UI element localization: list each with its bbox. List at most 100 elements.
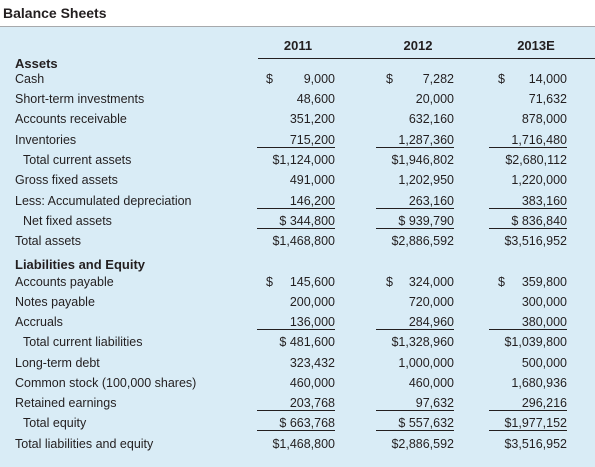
row-value-2012: $ 939,790 [376,214,454,229]
row-value-2011: $ 344,800 [257,214,335,229]
row-value-2013e: 1,680,936 [511,376,567,390]
row-value-2013e: 500,000 [521,356,567,370]
table-row: Total liabilities and equity $1,468,800 $2… [0,435,595,455]
row-label: Common stock (100,000 shares) [15,376,197,390]
row-value-2012: 1,202,950 [398,173,454,187]
row-value-2012: 460,000 [408,376,454,390]
table-row: Accounts receivable 351,200 632,160 878,000 [0,110,595,130]
row-value-2013e: 296,216 [489,396,567,411]
table-row: Net fixed assets $ 344,800 $ 939,790 $ 836,… [0,212,595,232]
balance-sheet-panel: 2011 2012 2013E [0,27,595,467]
row-value-2011: 460,000 [289,376,335,390]
row-value-2012: 1,000,000 [398,356,454,370]
row-value-2013e: 383,160 [489,194,567,209]
dollar-sign: $ [498,72,505,86]
row-value-2012: $2,886,592 [391,234,454,248]
row-label: Retained earnings [15,396,117,410]
row-label: Total equity [23,416,87,430]
table-row: Gross fixed assets 491,000 1,202,950 1,220,… [0,171,595,191]
row-value-2013e: $3,516,952 [504,234,567,248]
row-value-2013e: 14,000 [528,72,567,86]
row-value-2012: 20,000 [415,92,454,106]
row-value-2011: $ 481,600 [279,335,335,349]
row-value-2011: 200,000 [289,295,335,309]
row-value-2011: 48,600 [296,92,335,106]
row-label: Gross fixed assets [15,173,118,187]
row-value-2012: 632,160 [408,112,454,126]
row-label: Accounts receivable [15,112,127,126]
row-value-2011: $ 663,768 [257,416,335,431]
table-row: Common stock (100,000 shares) 460,000 460,… [0,374,595,394]
row-value-2013e: $2,680,112 [505,153,567,167]
row-value-2011: 146,200 [257,194,335,209]
row-label: Accounts payable [15,275,114,289]
section-heading-liabilities-equity: Liabilities and Equity [15,257,146,272]
row-value-2011: $1,468,800 [272,234,335,248]
row-value-2012: 263,160 [376,194,454,209]
row-value-2011: 9,000 [303,72,335,86]
row-value-2011: $1,468,800 [272,437,335,451]
row-value-2011: 203,768 [257,396,335,411]
row-label: Total current liabilities [23,335,143,349]
row-value-2012: $ 557,632 [376,416,454,431]
row-label: Less: Accumulated depreciation [15,194,192,208]
row-value-2012: $1,946,802 [391,153,454,167]
row-value-2012: 1,287,360 [376,133,454,148]
column-header-2011: 2011 [283,38,313,53]
row-label: Accruals [15,315,63,329]
row-value-2013e: 300,000 [521,295,567,309]
row-value-2013e: $1,039,800 [504,335,567,349]
row-value-2013e: $ 836,840 [489,214,567,229]
row-value-2011: 136,000 [257,315,335,330]
row-value-2011: 715,200 [257,133,335,148]
row-value-2013e: 380,000 [489,315,567,330]
table-row: Short-term investments 48,600 20,000 71,632 [0,90,595,110]
table-row: Total current assets $1,124,000 $1,946,802… [0,151,595,171]
section-heading-assets: Assets [15,56,58,71]
table-row: Notes payable 200,000 720,000 300,000 [0,293,595,313]
row-value-2011: 351,200 [289,112,335,126]
table-row: Inventories 715,200 1,287,360 1,716,480 [0,131,595,151]
row-value-2012: 324,000 [408,275,454,289]
table-row: Total current liabilities $ 481,600 $1,328… [0,333,595,353]
dollar-sign: $ [266,275,273,289]
column-header-2013e: 2013E [517,38,555,53]
dollar-sign: $ [386,275,393,289]
row-value-2011: 491,000 [289,173,335,187]
row-value-2013e: 1,716,480 [489,133,567,148]
row-value-2012: 284,960 [376,315,454,330]
row-label: Cash [15,72,45,86]
row-value-2013e: 359,800 [521,275,567,289]
row-value-2012: $2,886,592 [391,437,454,451]
dollar-sign: $ [386,72,393,86]
table-row: Long-term debt 323,432 1,000,000 500,000 [0,354,595,374]
row-label: Total liabilities and equity [15,437,154,451]
table-row: Cash 9,000 $7,282 $14,000 $ [0,70,595,90]
table-row: Accruals 136,000 284,960 380,000 [0,313,595,333]
row-value-2012: 7,282 [422,72,454,86]
row-value-2013e: 878,000 [521,112,567,126]
row-label: Inventories [15,133,77,147]
row-value-2012: 97,632 [376,396,454,411]
dollar-sign: $ [266,72,273,86]
row-value-2013e: $1,977,152 [489,416,567,431]
table-title: Balance Sheets [0,0,595,27]
table-row: Total equity $ 663,768 $ 557,632 $1,977,152 [0,414,595,434]
row-value-2013e: 71,632 [528,92,567,106]
row-label: Long-term debt [15,356,100,370]
row-value-2011: $1,124,000 [272,153,335,167]
row-value-2013e: $3,516,952 [504,437,567,451]
row-value-2012: $1,328,960 [391,335,454,349]
row-label: Net fixed assets [23,214,112,228]
row-label: Total current assets [23,153,132,167]
table-row: Accounts payable 145,600 $324,000 $359,800 $ [0,273,595,293]
row-value-2013e: 1,220,000 [511,173,567,187]
dollar-sign: $ [498,275,505,289]
row-value-2011: 145,600 [289,275,335,289]
table-row: Retained earnings 203,768 97,632 296,216 [0,394,595,414]
table-row: Total assets $1,468,800 $2,886,592 $3,516,9… [0,232,595,252]
row-label: Short-term investments [15,92,145,106]
header-rule [258,58,595,59]
row-value-2011: 323,432 [289,356,335,370]
column-header-2012: 2012 [403,38,433,53]
